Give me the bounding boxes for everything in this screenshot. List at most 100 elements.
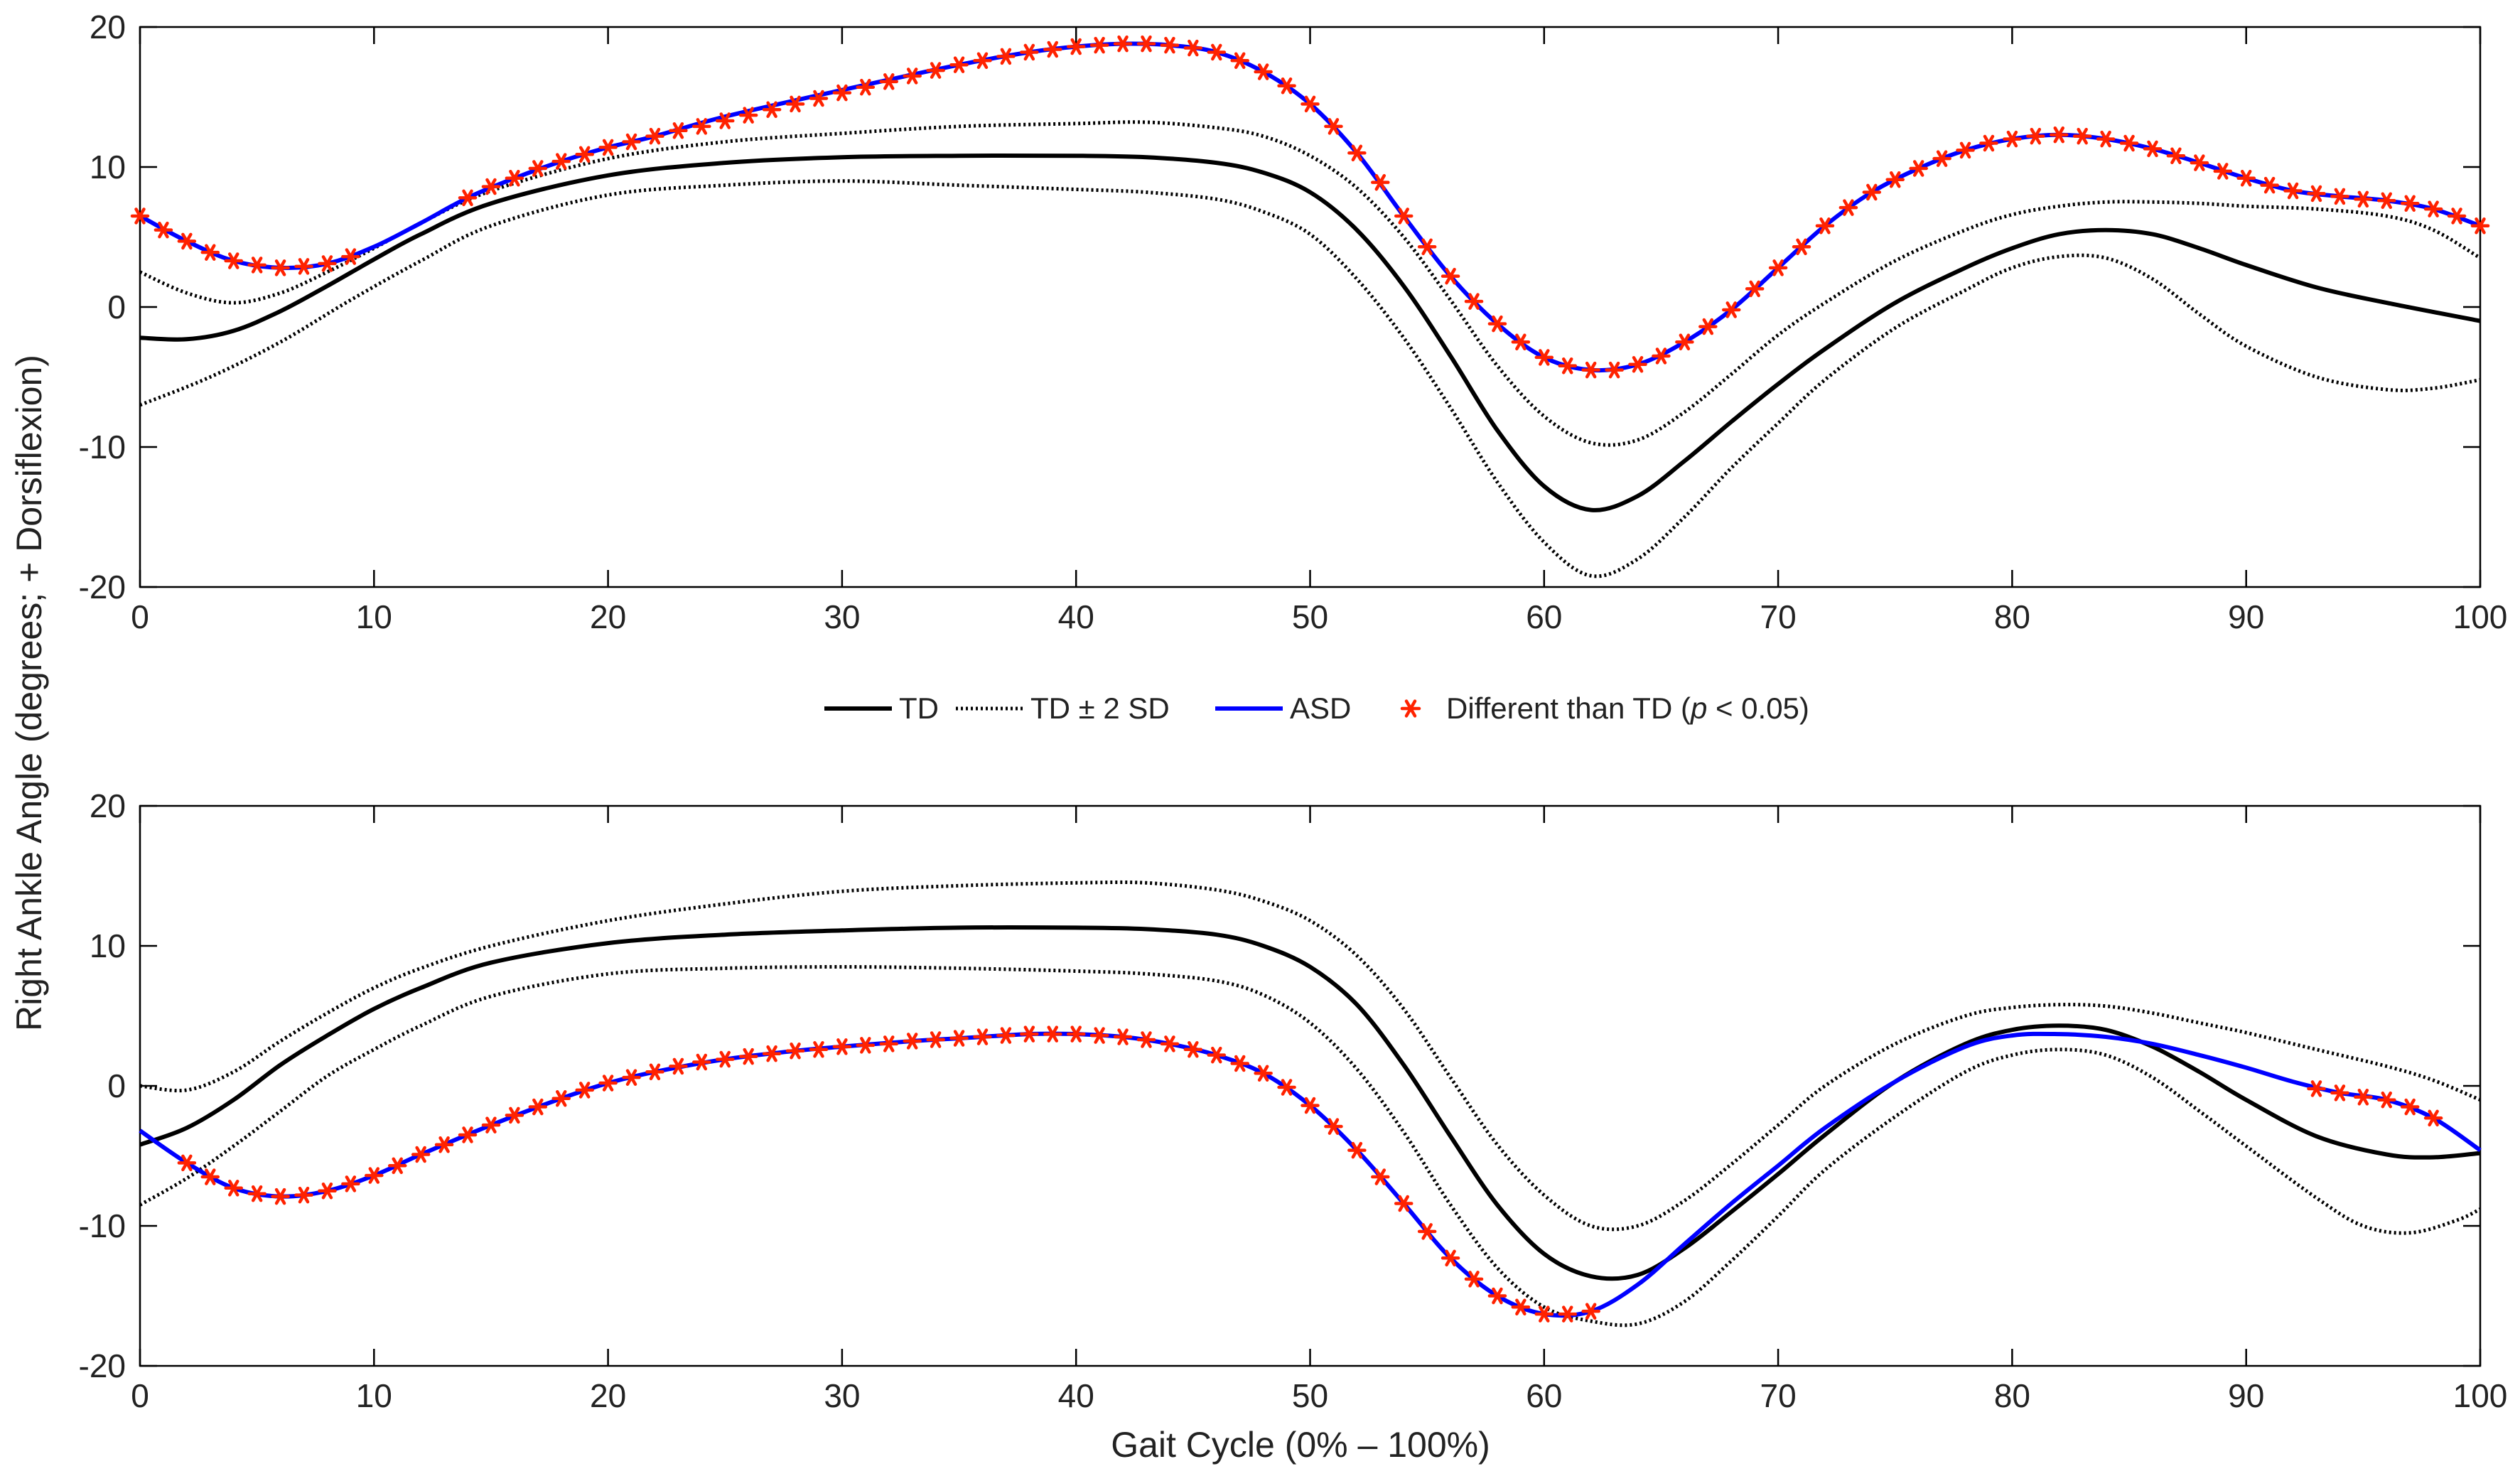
bottom-diff-marker (856, 1037, 876, 1054)
bottom-diff-marker (1394, 1195, 1414, 1212)
bottom-diff-marker (2377, 1091, 2396, 1109)
top-x-tick-label: 90 (2228, 598, 2264, 635)
bottom-diff-marker (177, 1154, 197, 1172)
bottom-x-tick-label: 40 (1058, 1377, 1094, 1414)
bottom-diff-marker (458, 1126, 478, 1143)
top-diff-marker (692, 118, 711, 135)
bottom-diff-marker (832, 1038, 852, 1055)
top-x-tick-label: 0 (131, 598, 149, 635)
y-axis-label: Right Ankle Angle (degrees; + Dorsiflexi… (9, 355, 49, 1031)
legend-marker-star (1400, 699, 1421, 718)
bottom-diff-marker (716, 1050, 735, 1068)
top-diff-marker (996, 48, 1016, 65)
bottom-diff-marker (1136, 1031, 1156, 1048)
top-diff-marker (2307, 185, 2326, 203)
top-diff-marker (2213, 163, 2233, 180)
top-diff-marker (1745, 280, 1765, 298)
bottom-x-tick-label: 0 (131, 1377, 149, 1414)
top-diff-marker (2447, 208, 2467, 225)
top-diff-marker (809, 90, 829, 107)
top-x-tick-label: 100 (2453, 598, 2508, 635)
bottom-series-td-sd-1-line (139, 880, 2481, 1232)
top-diff-marker (973, 52, 992, 70)
top-diff-marker (1301, 95, 1320, 113)
top-diff-marker (832, 84, 852, 102)
top-y-tick-label: 10 (90, 149, 126, 185)
top-diff-marker (2050, 126, 2069, 144)
top-diff-marker (2377, 192, 2396, 210)
top-diff-marker (598, 139, 618, 156)
top-x-tick-label: 80 (1994, 598, 2030, 635)
top-diff-marker (903, 68, 922, 85)
top-diff-marker (1909, 160, 1928, 177)
top-y-tick-label: -10 (79, 429, 126, 465)
legend-diff-p: p (1689, 691, 1707, 725)
top-diff-marker (1371, 173, 1390, 191)
top-diff-marker (458, 189, 478, 207)
bottom-diff-marker (294, 1186, 313, 1204)
top-diff-marker (1066, 38, 1086, 55)
bottom-diff-marker (1441, 1249, 1460, 1267)
top-diff-marker (762, 101, 782, 119)
top-diff-marker (716, 112, 735, 129)
top-diff-marker (1324, 118, 1343, 135)
bottom-diff-marker (926, 1031, 945, 1048)
bottom-diff-marker (1371, 1168, 1390, 1185)
bottom-diff-marker (1487, 1287, 1507, 1305)
bottom-y-tick-label: -10 (79, 1207, 126, 1244)
legend-diff-label: Different than TD (p < 0.05) (1446, 691, 1809, 725)
bottom-x-tick-label: 60 (1526, 1377, 1562, 1414)
top-diff-marker (1932, 150, 1951, 167)
top-diff-marker (1862, 183, 1882, 201)
top-diff-marker (1838, 199, 1858, 216)
top-diff-marker (1652, 348, 1671, 365)
top-diff-marker (2003, 130, 2022, 148)
bottom-diff-marker (1183, 1041, 1203, 1058)
top-diff-marker (1441, 267, 1460, 285)
bottom-diff-marker (1043, 1025, 1062, 1043)
top-diff-marker (2260, 176, 2279, 194)
top-diff-marker (2119, 134, 2139, 152)
top-diff-marker (2143, 140, 2163, 158)
top-diff-marker (1020, 43, 1039, 61)
top-diff-marker (1254, 63, 1273, 80)
bottom-diff-marker (341, 1175, 360, 1192)
top-diff-marker (224, 252, 243, 269)
top-diff-marker (622, 133, 641, 151)
top-diff-marker (1792, 238, 1811, 256)
top-diff-marker (1136, 35, 1156, 53)
top-diff-marker (1160, 36, 1180, 54)
bottom-diff-marker (1581, 1303, 1600, 1320)
bottom-diff-marker (2354, 1088, 2373, 1106)
bottom-x-tick-label: 90 (2228, 1377, 2264, 1414)
bottom-diff-marker (1113, 1028, 1133, 1045)
bottom-diff-marker (387, 1157, 407, 1175)
top-diff-marker (1417, 238, 1437, 256)
bottom-diff-marker (200, 1168, 220, 1185)
bottom-diff-marker (996, 1027, 1016, 1044)
top-diff-marker (2096, 130, 2116, 148)
top-x-tick-label: 50 (1292, 598, 1328, 635)
legend-marker-swatch (1400, 699, 1421, 718)
top-diff-marker (341, 248, 360, 265)
bottom-diff-marker (973, 1028, 992, 1045)
bottom-diff-marker (1511, 1298, 1531, 1316)
top-diff-marker (2072, 127, 2092, 145)
top-diff-marker (2283, 182, 2303, 200)
bottom-diff-marker (2400, 1098, 2420, 1116)
top-diff-marker (1605, 361, 1624, 379)
top-diff-marker (2423, 200, 2443, 217)
bottom-diff-marker (1160, 1035, 1180, 1052)
top-series-td-sd-2-line (139, 179, 2481, 578)
top-diff-marker (247, 257, 266, 274)
bottom-diff-marker (1347, 1141, 1367, 1159)
legend-asd-label: ASD (1290, 691, 1351, 725)
top-diff-marker (1464, 293, 1484, 310)
top-diff-marker (2166, 147, 2186, 165)
top-series-td-line (139, 153, 2481, 512)
bottom-diff-marker (247, 1185, 266, 1202)
bottom-x-tick-label: 80 (1994, 1377, 2030, 1414)
top-diff-marker (1347, 144, 1367, 162)
top-diff-marker (645, 127, 664, 145)
